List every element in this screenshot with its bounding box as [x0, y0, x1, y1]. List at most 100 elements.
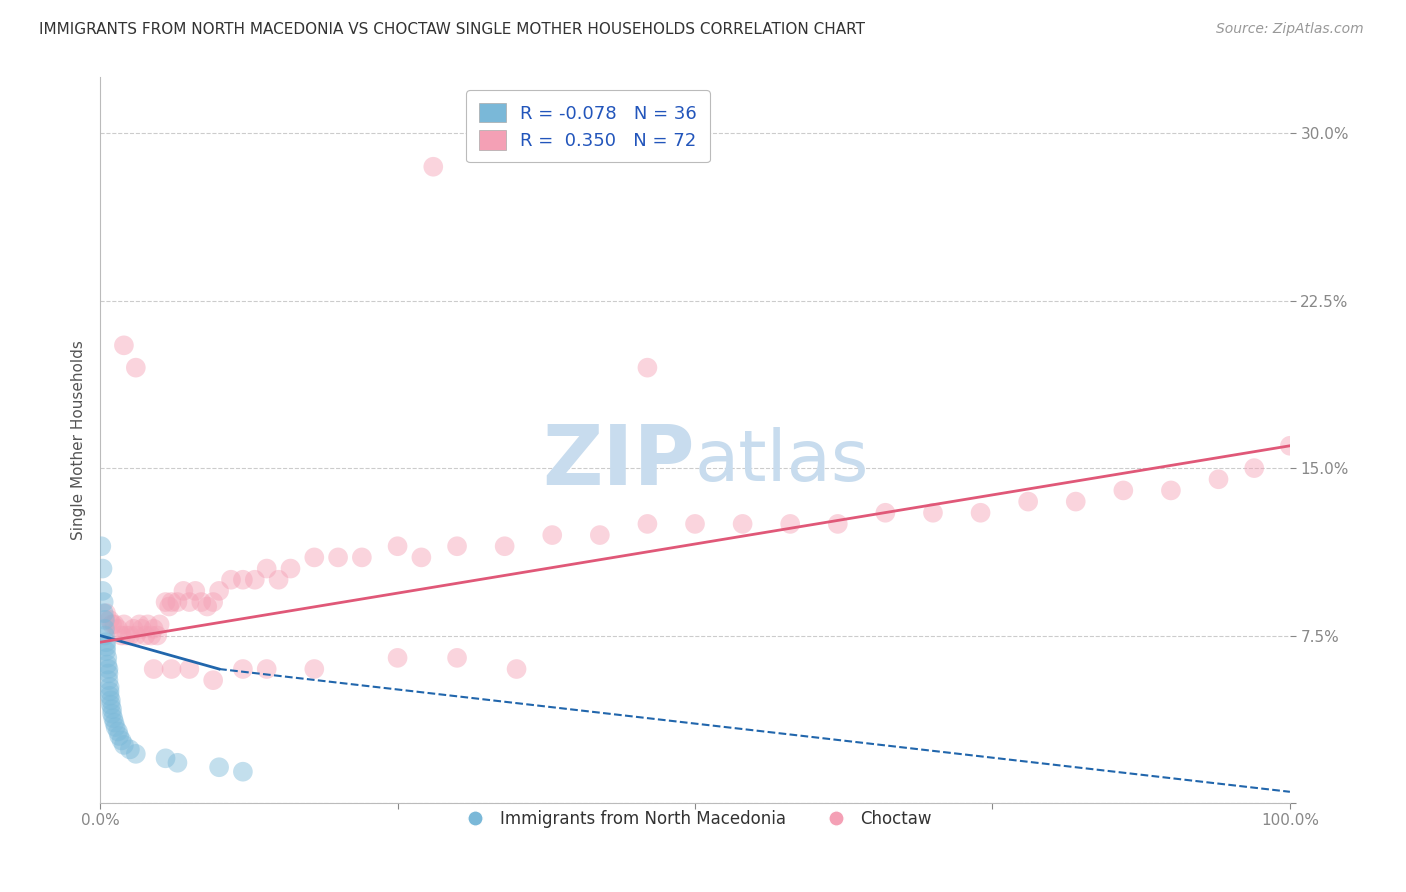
Point [90, 539, 112, 553]
Point [160, 662, 183, 676]
Point [1208, 472, 1230, 486]
Point [195, 599, 218, 614]
Point [136, 617, 159, 632]
Point [202, 595, 225, 609]
Point [411, 550, 433, 565]
Point [172, 583, 194, 598]
Point [125, 628, 148, 642]
Point [267, 573, 290, 587]
Point [97, 666, 120, 681]
Point [142, 662, 165, 676]
Point [128, 617, 150, 632]
Point [1243, 461, 1265, 475]
Point [93, 606, 115, 620]
Text: Source: ZipAtlas.com: Source: ZipAtlas.com [1216, 22, 1364, 37]
Point [142, 622, 165, 636]
Point [387, 539, 409, 553]
Point [184, 583, 207, 598]
Point [157, 599, 180, 614]
Point [155, 751, 177, 765]
Point [1064, 494, 1087, 508]
Point [94, 622, 117, 636]
Point [256, 662, 278, 676]
Point [91, 561, 114, 575]
Point [125, 360, 148, 375]
Point [94, 635, 117, 649]
Point [94, 606, 117, 620]
Point [232, 764, 254, 779]
Point [115, 628, 138, 642]
Point [107, 724, 129, 739]
Point [112, 617, 135, 632]
Point [446, 651, 468, 665]
Point [100, 698, 122, 712]
Point [96, 651, 118, 665]
Point [94, 640, 117, 654]
Point [103, 715, 125, 730]
Point [155, 595, 177, 609]
Point [446, 539, 468, 553]
Point [110, 628, 132, 642]
Point [350, 550, 373, 565]
Point [160, 595, 183, 609]
Point [101, 617, 124, 632]
Point [112, 338, 135, 352]
Point [179, 662, 201, 676]
Text: atlas: atlas [695, 427, 869, 497]
Point [304, 662, 326, 676]
Point [104, 720, 127, 734]
Point [1160, 483, 1182, 498]
Point [112, 738, 135, 752]
Point [304, 550, 326, 565]
Point [179, 595, 201, 609]
Point [91, 583, 114, 598]
Point [922, 506, 945, 520]
Point [134, 628, 156, 642]
Point [94, 628, 117, 642]
Point [683, 516, 706, 531]
Point [100, 693, 122, 707]
Point [256, 561, 278, 575]
Point [779, 516, 801, 531]
Point [149, 617, 172, 632]
Point [232, 573, 254, 587]
Point [103, 617, 125, 632]
Point [122, 622, 145, 636]
Point [875, 506, 897, 520]
Point [98, 613, 121, 627]
Point [141, 628, 163, 642]
Point [98, 689, 121, 703]
Point [1278, 439, 1301, 453]
Point [731, 516, 754, 531]
Point [166, 756, 188, 770]
Point [969, 506, 991, 520]
Point [108, 729, 131, 743]
Text: IMMIGRANTS FROM NORTH MACEDONIA VS CHOCTAW SINGLE MOTHER HOUSEHOLDS CORRELATION : IMMIGRANTS FROM NORTH MACEDONIA VS CHOCT… [39, 22, 865, 37]
Point [107, 622, 129, 636]
Point [387, 651, 409, 665]
Point [94, 613, 117, 627]
Point [96, 657, 118, 672]
Point [146, 628, 169, 642]
Text: ZIP: ZIP [543, 421, 695, 502]
Point [97, 662, 120, 676]
Point [118, 628, 141, 642]
Point [505, 662, 527, 676]
Point [190, 595, 212, 609]
Point [97, 673, 120, 688]
Point [1017, 494, 1039, 508]
Point [636, 360, 658, 375]
Point [232, 662, 254, 676]
Point [103, 711, 125, 725]
Legend: Immigrants from North Macedonia, Choctaw: Immigrants from North Macedonia, Choctaw [451, 803, 939, 835]
Point [636, 516, 658, 531]
Point [280, 561, 302, 575]
Point [208, 760, 231, 774]
Point [125, 747, 148, 761]
Point [101, 706, 124, 721]
Point [827, 516, 849, 531]
Point [98, 684, 121, 698]
Point [243, 573, 266, 587]
Point [94, 644, 117, 658]
Point [166, 595, 188, 609]
